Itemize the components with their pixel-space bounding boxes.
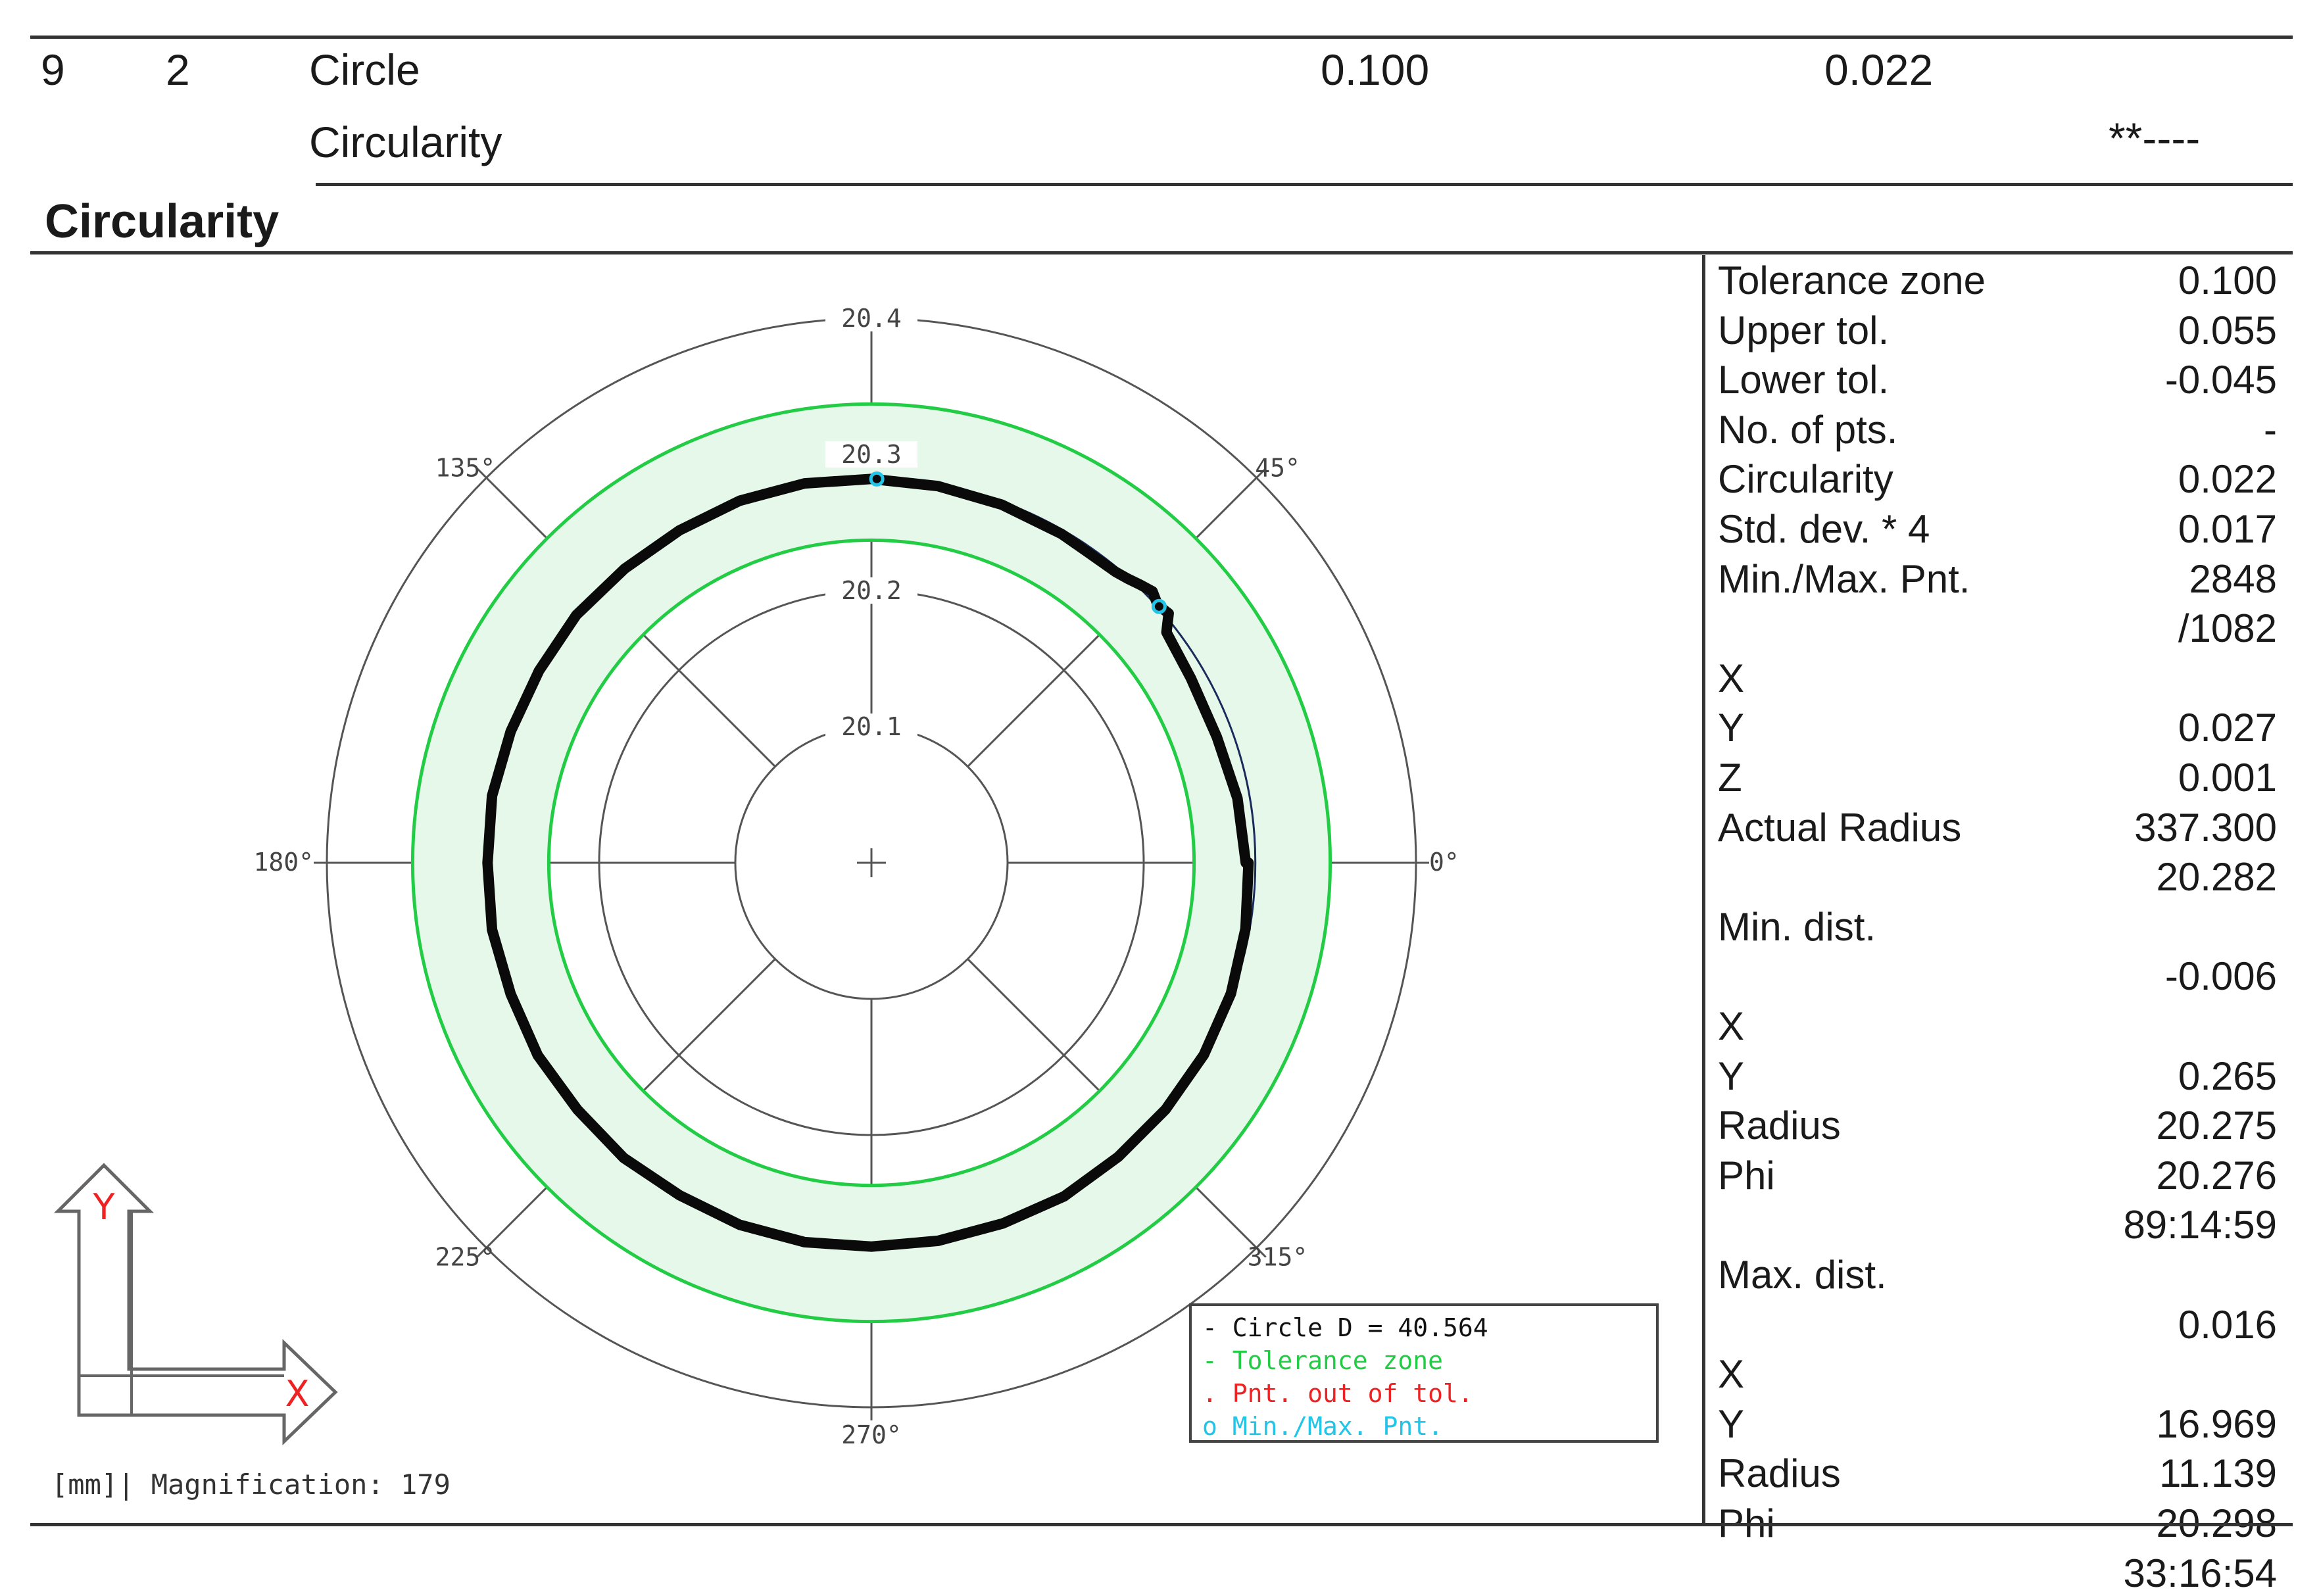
param-value: 0.017 — [2178, 507, 2277, 551]
legend-entry: - Tolerance zone — [1202, 1346, 1443, 1375]
tick-labels: 20.1 20.2 20.3 20.4 0° 45° 135° 180° 225° 270° 315… — [253, 304, 1459, 1449]
param-value: 337.300 — [2134, 805, 2277, 850]
param-label: Z — [1718, 756, 1742, 800]
angle-tick-label: 135° — [435, 453, 496, 482]
angle-tick-label: 225° — [435, 1243, 496, 1272]
header-bottom-rule — [316, 183, 2293, 186]
param-label: Radius — [1718, 1451, 1841, 1496]
param-label: X — [1718, 656, 1745, 700]
feature-name: Circle — [309, 45, 420, 94]
radial-tick-label: 20.3 — [841, 440, 902, 469]
measured-profile-line — [482, 473, 1254, 1252]
bottom-rule — [30, 1523, 2293, 1526]
tolerance-upper-circle — [410, 402, 1332, 1324]
param-value: 0.265 — [2178, 1053, 2277, 1098]
param-value: 0.022 — [2178, 457, 2277, 502]
legend-entry: o Min./Max. Pnt. — [1202, 1412, 1443, 1441]
param-value: 0.055 — [2178, 308, 2277, 352]
angle-tick-label: 45° — [1255, 453, 1300, 482]
roundness-polar-chart: 20.1 20.2 20.3 20.4 0° 45° 135° 180° 225° 270° 315… — [51, 304, 1659, 1501]
param-value: -0.045 — [2164, 358, 2277, 402]
param-value: 0.027 — [2178, 706, 2277, 750]
radial-tick-label: 20.4 — [841, 304, 902, 333]
angle-tick-label: 180° — [253, 848, 314, 877]
param-value: 20.275 — [2156, 1103, 2277, 1148]
radial-tick-label-bg — [825, 305, 917, 331]
top-rule — [30, 36, 2293, 39]
radial-tick-label-bg — [825, 577, 917, 604]
param-value: - — [2264, 407, 2277, 452]
param-label: Actual Radius — [1718, 805, 1962, 850]
min-max-point — [1151, 598, 1167, 614]
deviation-marker: **---- — [2109, 114, 2201, 162]
param-value: 33:16:54 — [2123, 1551, 2277, 1595]
tolerance-value: 0.100 — [1321, 45, 1430, 94]
param-label: Y — [1718, 706, 1745, 750]
param-label: Phi — [1718, 1153, 1775, 1197]
radial-tick-label-bg — [825, 441, 917, 468]
param-value: 89:14:59 — [2123, 1203, 2277, 1247]
axes-outline — [53, 1163, 338, 1445]
param-value: 20.282 — [2156, 855, 2277, 900]
panel-divider — [1702, 255, 1705, 1524]
radial-tick-label: 20.2 — [841, 576, 902, 605]
characteristic-name: Circularity — [309, 118, 502, 166]
param-label: Std. dev. * 4 — [1718, 507, 1930, 551]
tolerance-zone — [410, 402, 1332, 1324]
measured-value: 0.022 — [1824, 45, 1934, 94]
param-label: No. of pts. — [1718, 407, 1898, 452]
angle-tick-label: 315° — [1248, 1243, 1308, 1272]
param-value: /1082 — [2178, 606, 2277, 651]
axis-y-label: Y — [93, 1186, 116, 1228]
param-label: Upper tol. — [1718, 308, 1890, 352]
param-label: Circularity — [1718, 457, 1893, 502]
param-label: Min./Max. Pnt. — [1718, 556, 1970, 601]
feature-number: 2 — [166, 45, 190, 94]
param-label: Min. dist. — [1718, 904, 1876, 949]
param-label: Y — [1718, 1053, 1745, 1098]
param-label: Y — [1718, 1401, 1745, 1446]
param-value: -0.006 — [2164, 954, 2277, 999]
legend-box — [1189, 1303, 1659, 1443]
row-number: 9 — [41, 45, 65, 94]
param-label: Radius — [1718, 1103, 1841, 1148]
param-label: Lower tol. — [1718, 358, 1890, 402]
param-value: 20.276 — [2156, 1153, 2277, 1197]
param-label: Tolerance zone — [1718, 258, 1986, 302]
legend-entry: - Circle D = 40.564 — [1202, 1313, 1488, 1342]
param-value: 16.969 — [2156, 1401, 2277, 1446]
param-label: Max. dist. — [1718, 1253, 1887, 1297]
coordinate-axes-icon: YX — [53, 1163, 338, 1445]
axis-x-label: X — [285, 1373, 310, 1415]
tolerance-lower-circle — [547, 538, 1196, 1188]
param-value: 11.139 — [2159, 1451, 2277, 1496]
section-title: Circularity — [45, 195, 280, 248]
param-value: 0.016 — [2178, 1302, 2277, 1347]
chart-legend: - Circle D = 40.564 - Tolerance zone . Pnt… — [1189, 1303, 1659, 1443]
magnification-footer: [mm]| Magnification: 179 — [51, 1468, 451, 1501]
angle-tick-label: 0° — [1429, 848, 1459, 877]
param-value: 0.100 — [2178, 258, 2277, 302]
legend-entry: . Pnt. out of tol. — [1202, 1379, 1473, 1408]
radial-tick-label: 20.1 — [841, 712, 902, 741]
param-value: 0.001 — [2178, 756, 2277, 800]
angle-tick-label: 270° — [841, 1420, 902, 1449]
tolerance-band — [412, 404, 1330, 1322]
param-label: X — [1718, 1004, 1745, 1048]
radial-tick-label-bg — [825, 713, 917, 740]
param-value: 2848 — [2189, 556, 2277, 601]
measured-profile — [482, 471, 1257, 1252]
section-rule — [30, 251, 2293, 254]
param-label: X — [1718, 1352, 1745, 1397]
min-max-point — [869, 471, 885, 487]
